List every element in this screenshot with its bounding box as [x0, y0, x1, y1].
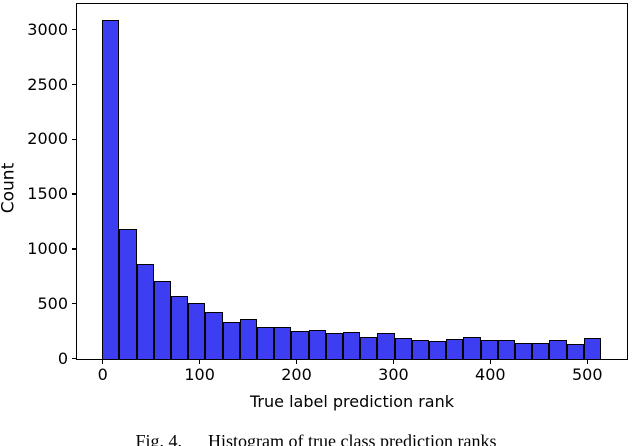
- y-axis-tick: [72, 357, 76, 360]
- caption-number: Fig. 4.: [135, 431, 183, 446]
- histogram-bar: [497, 339, 516, 359]
- x-axis-tick: [295, 360, 298, 364]
- histogram-bar: [257, 327, 275, 359]
- histogram-bar: [119, 228, 137, 359]
- x-tick-label: 500: [571, 365, 603, 384]
- y-axis-tick: [72, 28, 76, 31]
- histogram-bar: [429, 341, 447, 359]
- histogram-bar: [515, 343, 533, 359]
- y-axis-tick: [72, 138, 76, 141]
- histogram-bar: [171, 295, 189, 359]
- histogram-bar: [360, 337, 378, 359]
- histogram-bar: [566, 344, 584, 359]
- x-tick-label: 300: [378, 365, 409, 384]
- y-tick-label: 0: [57, 348, 68, 368]
- plot-area: [76, 3, 628, 360]
- x-axis-tick: [101, 360, 104, 364]
- histogram-bar: [411, 340, 430, 359]
- caption-text: Histogram of true class prediction ranks: [208, 431, 497, 446]
- histogram-bar: [222, 321, 240, 359]
- x-tick-label: 100: [184, 365, 215, 384]
- x-axis-tick: [198, 360, 201, 364]
- histogram-bar: [480, 340, 498, 359]
- histogram-bar: [343, 331, 361, 359]
- histogram-bar: [274, 326, 292, 359]
- histogram-bar: [532, 342, 550, 359]
- y-axis-label: Count: [0, 162, 19, 214]
- histogram-bar: [583, 337, 602, 359]
- y-tick-label: 500: [37, 293, 68, 313]
- x-tick-label: 400: [475, 365, 506, 384]
- y-axis-tick: [72, 83, 76, 86]
- x-axis-tick: [392, 360, 395, 364]
- histogram-bar: [205, 312, 223, 359]
- x-tick-label: 0: [97, 365, 108, 384]
- x-axis-tick: [489, 360, 492, 364]
- histogram-bar: [102, 20, 120, 359]
- histogram-bar: [136, 264, 154, 359]
- histogram-bars-layer: [77, 4, 627, 359]
- histogram-bar: [188, 303, 206, 359]
- y-axis-tick: [72, 302, 76, 305]
- x-axis-label: True label prediction rank: [250, 392, 454, 411]
- y-axis-tick: [72, 193, 76, 195]
- histogram-bar: [308, 329, 326, 359]
- histogram-bar: [549, 340, 567, 359]
- y-tick-label: 2000: [27, 129, 68, 149]
- y-tick-label: 1500: [27, 184, 68, 204]
- histogram-bar: [325, 332, 343, 359]
- histogram-bar: [153, 280, 171, 359]
- x-axis-tick: [586, 360, 588, 364]
- histogram-bar: [291, 331, 309, 359]
- y-tick-label: 1000: [27, 238, 68, 258]
- histogram-bar: [239, 319, 258, 359]
- x-tick-label: 200: [281, 365, 312, 384]
- histogram-bar: [394, 338, 412, 359]
- histogram-bar: [377, 332, 395, 359]
- histogram-bar: [463, 336, 481, 359]
- histogram-bar: [446, 339, 464, 359]
- figure-caption: Fig. 4. Histogram of true class predictio…: [0, 431, 632, 446]
- y-tick-label: 2500: [27, 74, 68, 94]
- y-axis-tick: [72, 248, 76, 250]
- y-tick-label: 3000: [27, 19, 68, 39]
